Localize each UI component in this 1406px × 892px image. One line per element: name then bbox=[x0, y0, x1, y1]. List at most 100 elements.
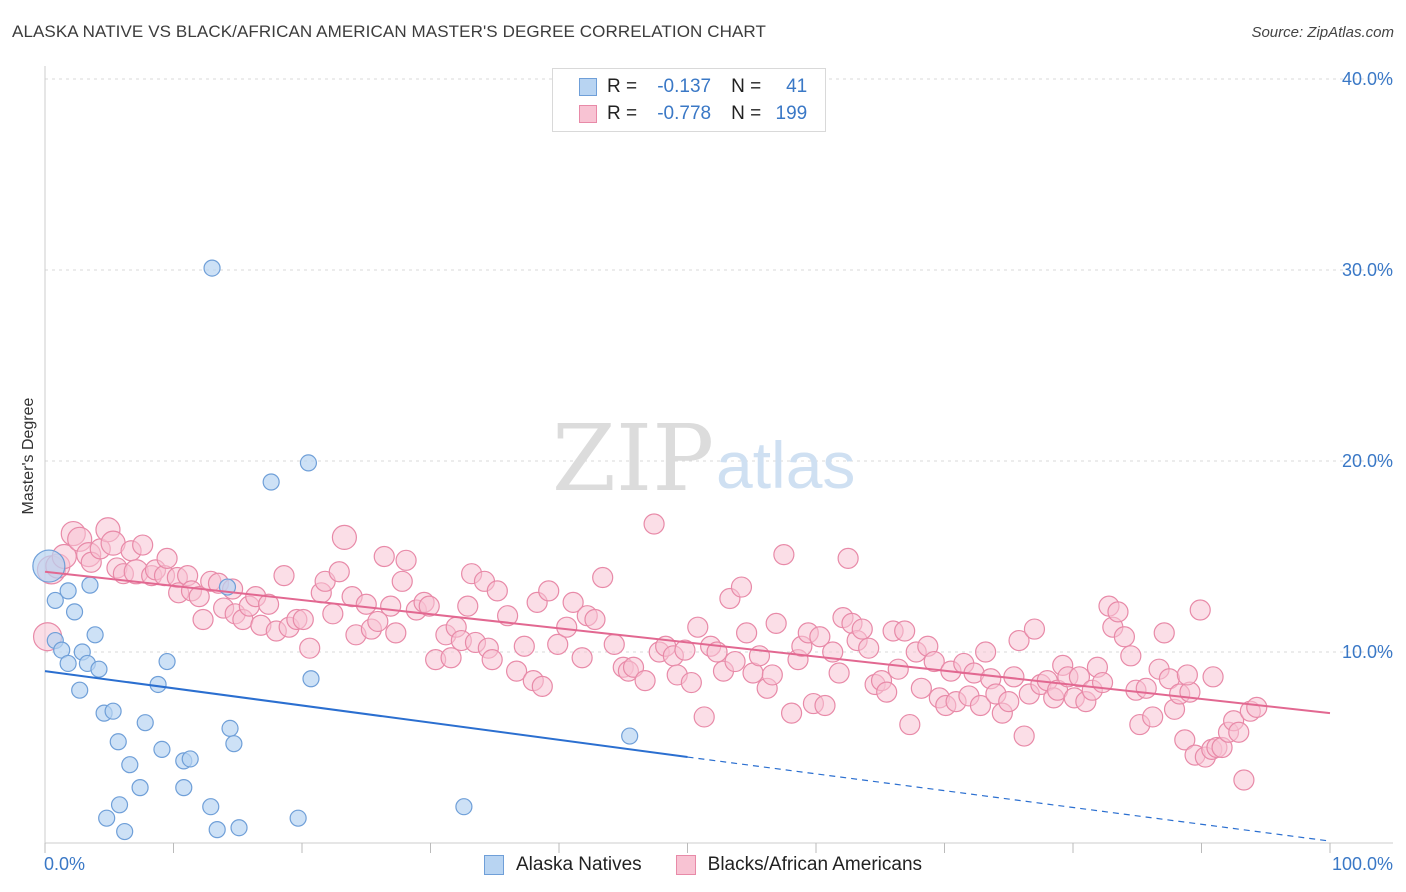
data-point-blacks bbox=[837, 547, 859, 570]
legend-swatch-blacks bbox=[675, 855, 696, 875]
data-point-blacks bbox=[299, 637, 321, 659]
data-point-blacks bbox=[331, 524, 358, 551]
data-point-blacks bbox=[809, 626, 831, 648]
data-point-blacks bbox=[391, 570, 413, 592]
data-point-blacks bbox=[547, 633, 569, 655]
legend-swatch-alaska bbox=[579, 78, 597, 96]
data-point-blacks bbox=[761, 664, 783, 686]
legend-swatch-alaska bbox=[483, 855, 504, 875]
legend-item-blacks[interactable]: Blacks/African Americans bbox=[675, 854, 922, 876]
y-tick-label: 30.0% bbox=[1342, 260, 1393, 280]
data-point-blacks bbox=[643, 513, 665, 535]
data-point-blacks bbox=[380, 595, 402, 617]
y-tick-label: 20.0% bbox=[1342, 451, 1393, 471]
data-point-blacks bbox=[603, 633, 625, 655]
data-point-blacks bbox=[328, 561, 350, 583]
x-max-label: 100.0% bbox=[1332, 854, 1393, 874]
y-tick-label: 10.0% bbox=[1342, 642, 1393, 662]
data-point-alaska bbox=[262, 473, 280, 491]
chart-title: ALASKA NATIVE VS BLACK/AFRICAN AMERICAN … bbox=[12, 22, 766, 41]
data-point-alaska bbox=[302, 670, 320, 688]
data-point-alaska bbox=[86, 626, 104, 644]
data-point-alaska bbox=[208, 821, 226, 839]
data-point-blacks bbox=[851, 618, 873, 640]
data-point-blacks bbox=[132, 534, 154, 556]
data-point-alaska bbox=[104, 702, 122, 720]
axes bbox=[44, 66, 1393, 853]
legend-r-value: -0.778 bbox=[657, 103, 712, 124]
legend-r-label: R = bbox=[607, 103, 638, 124]
data-point-blacks bbox=[367, 610, 389, 633]
data-point-blacks bbox=[923, 650, 945, 673]
data-point-alaska bbox=[455, 798, 473, 816]
data-point-blacks bbox=[322, 603, 344, 625]
data-point-blacks bbox=[894, 620, 916, 642]
data-point-alaska bbox=[59, 654, 77, 673]
data-point-alaska bbox=[175, 779, 193, 797]
data-point-blacks bbox=[1113, 626, 1136, 648]
data-point-blacks bbox=[828, 662, 850, 684]
legend-item-alaska[interactable]: Alaska Natives bbox=[483, 854, 642, 876]
data-point-blacks bbox=[481, 649, 503, 671]
data-point-blacks bbox=[556, 616, 578, 638]
data-point-alaska bbox=[116, 822, 134, 841]
data-point-alaska bbox=[225, 735, 243, 753]
data-point-blacks bbox=[1013, 725, 1035, 747]
data-point-alaska bbox=[65, 603, 84, 621]
data-point-alaska bbox=[121, 756, 139, 774]
legend-r-value: -0.137 bbox=[657, 76, 712, 97]
legend-n-value: 199 bbox=[775, 103, 808, 124]
data-point-blacks bbox=[687, 616, 709, 638]
trend-lines bbox=[44, 570, 1331, 842]
data-point-blacks bbox=[674, 639, 696, 661]
legend-n-label: N = bbox=[731, 76, 762, 97]
data-point-blacks bbox=[1246, 696, 1268, 718]
trend-line-alaska bbox=[44, 670, 688, 759]
data-point-blacks bbox=[693, 706, 715, 728]
legend-n-label: N = bbox=[731, 103, 762, 124]
data-point-alaska bbox=[136, 714, 154, 732]
data-point-blacks bbox=[730, 576, 753, 598]
legend-n-value: 41 bbox=[786, 76, 808, 97]
data-point-blacks bbox=[531, 675, 553, 697]
data-point-blacks bbox=[736, 622, 758, 644]
data-point-blacks bbox=[1202, 666, 1224, 688]
data-point-alaska bbox=[299, 454, 318, 472]
data-point-alaska bbox=[59, 582, 77, 600]
data-point-blacks bbox=[1153, 622, 1175, 644]
legend-r-label: R = bbox=[607, 76, 638, 97]
data-point-blacks bbox=[858, 637, 880, 659]
data-point-blacks bbox=[486, 580, 508, 602]
data-point-blacks bbox=[1008, 629, 1030, 652]
watermark-zip: ZIP bbox=[552, 405, 714, 512]
data-point-blacks bbox=[814, 694, 836, 717]
data-point-blacks bbox=[1228, 721, 1250, 743]
data-point-blacks bbox=[156, 547, 178, 570]
data-point-alaska bbox=[131, 779, 149, 797]
data-point-blacks bbox=[385, 622, 407, 644]
data-point-blacks bbox=[562, 591, 584, 613]
data-point-blacks bbox=[876, 681, 898, 703]
data-point-blacks bbox=[1142, 706, 1164, 728]
trend-line-alaska-extension bbox=[687, 756, 1331, 842]
data-point-blacks bbox=[1068, 666, 1091, 688]
data-point-blacks bbox=[1174, 729, 1196, 751]
data-point-blacks bbox=[1120, 645, 1142, 667]
grid-lines bbox=[45, 78, 1393, 653]
source-label: Source: ZipAtlas.com bbox=[1251, 24, 1394, 41]
y-axis-label: Master's Degree bbox=[20, 397, 37, 514]
y-tick-label: 40.0% bbox=[1342, 69, 1393, 89]
data-point-blacks bbox=[1023, 618, 1046, 640]
data-point-blacks bbox=[257, 593, 280, 615]
data-point-blacks bbox=[440, 647, 462, 669]
data-point-blacks bbox=[192, 608, 214, 631]
data-point-alaska bbox=[90, 660, 108, 678]
data-point-alaska bbox=[289, 809, 307, 827]
data-point-alaska bbox=[98, 809, 116, 827]
watermark: ZIP atlas bbox=[552, 405, 855, 512]
data-point-alaska bbox=[230, 819, 248, 837]
data-point-blacks bbox=[418, 595, 440, 617]
y-tick-labels: 10.0% 20.0% 30.0% 40.0% bbox=[1342, 69, 1393, 662]
data-point-blacks bbox=[188, 586, 210, 608]
